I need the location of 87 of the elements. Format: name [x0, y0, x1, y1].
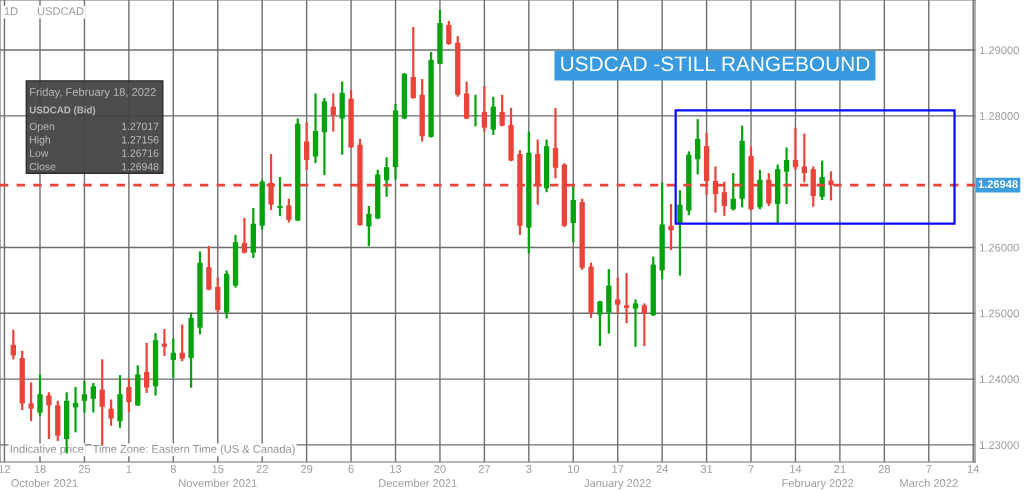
- y-tick-label: 1.28000: [980, 112, 1019, 120]
- candlestick: [695, 118, 701, 176]
- candlestick: [819, 159, 825, 202]
- candlestick: [481, 85, 488, 133]
- candlestick: [570, 185, 576, 244]
- candlestick: [206, 245, 212, 292]
- candlestick: [366, 204, 372, 248]
- text: February 2022: [782, 478, 854, 490]
- annotation: 1.27156: [122, 136, 159, 144]
- x-tick-label: 27: [478, 465, 491, 473]
- x-tick-label: 28: [878, 465, 891, 473]
- x-tick-label: 14: [967, 465, 980, 473]
- candlestick: [179, 323, 185, 363]
- x-tick-label: 7: [926, 465, 932, 473]
- x-tick-label: 7: [748, 465, 754, 473]
- candlestick: [143, 341, 150, 395]
- text: USDCAD -STILL RANGEBOUND: [561, 56, 870, 72]
- candlestick: [632, 298, 639, 348]
- annotation: USDCAD: [37, 7, 84, 16]
- candlestick: [37, 373, 43, 418]
- y-tick-label: 1.25000: [980, 309, 1019, 318]
- candlestick: [277, 175, 283, 217]
- candlestick: [108, 398, 114, 427]
- candlestick: [677, 189, 683, 277]
- x-tick-label: 18: [34, 465, 46, 473]
- x-tick-label: 24: [656, 465, 668, 473]
- x-tick-label: 3: [526, 465, 532, 473]
- candlestick: [215, 276, 221, 314]
- annotation: Friday, February 18, 2022: [30, 87, 156, 99]
- candlestick: [490, 95, 496, 137]
- candlestick: [499, 93, 505, 128]
- x-tick-label: 15: [212, 465, 224, 473]
- candlestick: [383, 156, 390, 198]
- y-tick-label: 1.24000: [980, 375, 1019, 384]
- x-tick-label: 14: [790, 465, 802, 473]
- annotation: Time Zone: Eastern Time (US & Canada): [92, 444, 295, 456]
- annotation: Open: [29, 122, 55, 133]
- annotation: 1.26948: [122, 162, 159, 171]
- x-tick-label: 12: [0, 465, 11, 473]
- annotation: 1.27017: [122, 122, 159, 131]
- annotation: Low: [30, 149, 49, 157]
- x-tick-label: 6: [348, 465, 354, 473]
- candlestick: [446, 19, 452, 46]
- annotation: 1.26716: [122, 149, 159, 157]
- text: December 2021: [379, 478, 457, 487]
- y-tick-label: 1.26000: [980, 243, 1019, 252]
- text: November 2021: [179, 478, 257, 487]
- candlestick: [792, 126, 799, 171]
- x-tick-label: 20: [434, 465, 446, 473]
- candlestick: [46, 391, 52, 441]
- candlestick: [472, 93, 479, 128]
- y-tick-label: 1.23000: [980, 441, 1019, 450]
- candlestick: [126, 377, 132, 414]
- x-tick-label: 21: [834, 465, 846, 473]
- x-tick-label: 29: [301, 465, 313, 473]
- candlestick: [783, 146, 790, 206]
- x-tick-label: 1: [126, 465, 132, 473]
- candlestick: [286, 197, 292, 224]
- x-tick-label: 10: [567, 465, 580, 473]
- candlestick: [28, 381, 34, 423]
- x-tick-label: 8: [170, 465, 176, 473]
- annotation: High: [30, 135, 50, 146]
- candlestick: [641, 302, 648, 348]
- candlestick: [241, 216, 248, 255]
- text: March 2022: [900, 478, 958, 487]
- candlestick: [615, 276, 621, 315]
- annotation: USDCAD (Bid): [29, 106, 96, 116]
- x-tick-label: 17: [612, 465, 624, 473]
- candlestick: [303, 121, 310, 171]
- x-tick-label: 31: [700, 465, 713, 473]
- candlestick: [552, 106, 559, 180]
- candlestick: [597, 299, 603, 348]
- candlestick: [668, 202, 674, 252]
- candlestick: [623, 272, 630, 325]
- x-tick-label: 22: [256, 465, 268, 473]
- text: October 2021: [11, 478, 78, 487]
- candlestick: [90, 381, 96, 414]
- annotation: 1D: [4, 7, 18, 15]
- candlestick: [170, 337, 176, 379]
- ref-line-label: 1.26948: [978, 180, 1018, 189]
- candlestick: [81, 379, 88, 414]
- x-tick-label: 25: [78, 465, 91, 473]
- y-tick-label: 1.29000: [980, 46, 1019, 55]
- x-tick-label: 13: [390, 465, 402, 473]
- candlestick: [410, 25, 416, 100]
- annotation: Close: [29, 162, 56, 171]
- text: January 2022: [584, 479, 651, 490]
